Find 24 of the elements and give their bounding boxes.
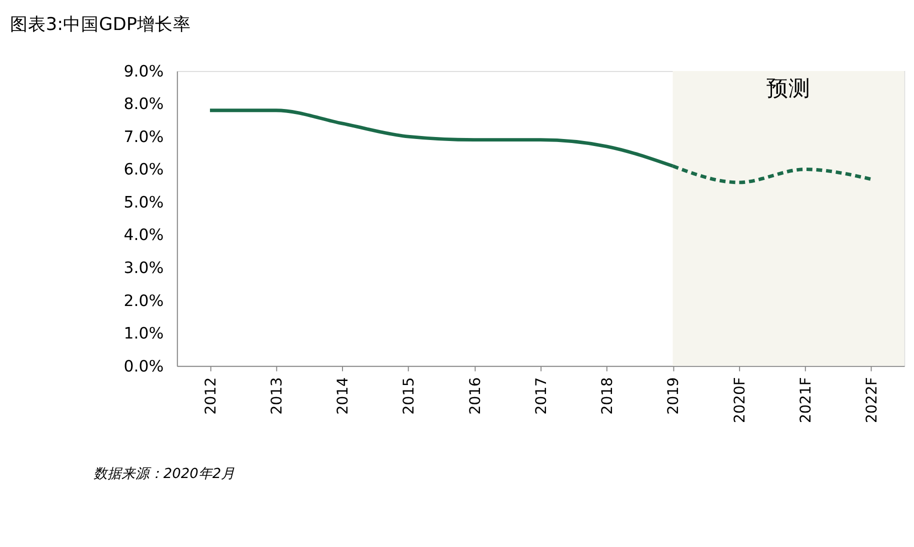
x-tick-label: 2017 <box>532 377 550 415</box>
y-tick-label: 4.0% <box>124 225 164 244</box>
y-tick-label: 1.0% <box>124 324 164 343</box>
y-tick-label: 8.0% <box>124 94 164 114</box>
x-tick-label: 2013 <box>268 377 286 415</box>
y-tick-label: 7.0% <box>124 126 164 146</box>
chart-title: 图表3:中国GDP增长率 <box>10 14 192 35</box>
band-label: 预测 <box>766 76 810 102</box>
x-tick-label: 2016 <box>466 377 484 415</box>
x-tick-label: 2015 <box>400 377 418 415</box>
y-tick-label: 5.0% <box>124 192 164 212</box>
x-tick-label: 2020F <box>731 377 748 424</box>
y-tick-label: 6.0% <box>124 160 164 179</box>
x-tick-label: 2019 <box>665 377 682 415</box>
x-tick-label: 2021F <box>797 377 814 424</box>
x-tick-label: 2018 <box>599 377 616 415</box>
x-tick-label: 2022F <box>864 377 881 424</box>
source-note: 数据来源：2020年2月 <box>93 466 236 482</box>
y-tick-label: 0.0% <box>124 356 164 376</box>
y-tick-label: 9.0% <box>124 61 164 80</box>
x-tick-label: 2012 <box>202 377 220 415</box>
y-tick-label: 2.0% <box>124 290 164 310</box>
x-tick-label: 2014 <box>334 377 352 415</box>
y-tick-label: 3.0% <box>124 258 164 278</box>
